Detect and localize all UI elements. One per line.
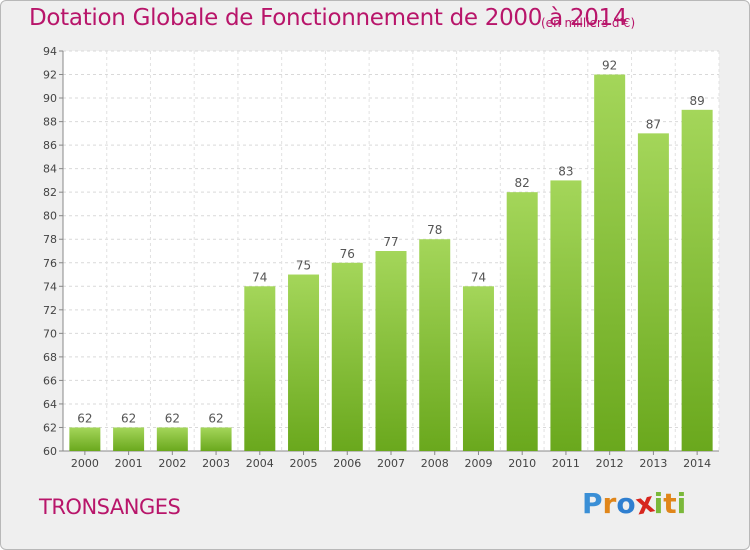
y-tick-label: 88: [43, 116, 57, 129]
data-labels: 62 62 62 62 74 75 76 77 78 74 82 83 92 87 89: [77, 59, 705, 426]
bar-2006: [331, 262, 363, 451]
logo-letter: i: [653, 487, 664, 520]
logo-letter: P: [582, 487, 603, 520]
bar-2014: [681, 109, 713, 451]
y-tick-label: 62: [43, 421, 57, 434]
logo-letter: i: [676, 487, 687, 520]
bars: [69, 74, 713, 452]
bar-2003: [200, 427, 232, 451]
bar-2007: [375, 251, 407, 451]
y-tick-label: 66: [43, 374, 57, 387]
data-label: 89: [689, 94, 704, 108]
x-tick-label: 2001: [115, 457, 143, 470]
x-tick-label: 2006: [333, 457, 361, 470]
data-label: 62: [77, 411, 92, 425]
bar-2004: [244, 286, 276, 451]
data-label: 76: [340, 247, 355, 261]
y-tick-label: 82: [43, 186, 57, 199]
bar-2012: [594, 74, 626, 451]
x-tick-label: 2005: [290, 457, 318, 470]
y-tick-label: 78: [43, 233, 57, 246]
bar-2013: [637, 133, 669, 451]
y-tick-label: 84: [43, 163, 57, 176]
x-tick-label: 2014: [683, 457, 711, 470]
data-label: 87: [646, 117, 661, 131]
y-tick-label: 74: [43, 280, 57, 293]
bar-2009: [462, 286, 494, 451]
logo-letter: t: [663, 487, 677, 520]
y-tick-label: 90: [43, 92, 57, 105]
data-label: 83: [558, 164, 573, 178]
y-tick-label: 92: [43, 69, 57, 82]
y-tick-label: 68: [43, 351, 57, 364]
x-tick-label: 2000: [71, 457, 99, 470]
x-tick-label: 2010: [508, 457, 536, 470]
logo-letter: o: [616, 487, 636, 520]
x-tick-label: 2013: [639, 457, 667, 470]
y-tick-label: 94: [43, 45, 57, 58]
y-tick-label: 76: [43, 257, 57, 270]
bar-2000: [69, 427, 101, 451]
data-label: 75: [296, 259, 311, 273]
data-label: 62: [165, 411, 180, 425]
data-label: 62: [208, 411, 223, 425]
y-tick-label: 72: [43, 304, 57, 317]
proxiti-logo: Proxiti: [582, 485, 687, 521]
bar-2010: [506, 192, 538, 452]
data-label: 62: [121, 411, 136, 425]
commune-name: TRONSANGES: [39, 495, 181, 519]
chart-title: Dotation Globale de Fonctionnement de 20…: [29, 5, 628, 31]
y-tick-label: 60: [43, 445, 57, 458]
y-tick-label: 70: [43, 327, 57, 340]
data-label: 78: [427, 223, 442, 237]
bar-2008: [419, 239, 451, 451]
x-tick-label: 2002: [158, 457, 186, 470]
x-tick-label: 2012: [596, 457, 624, 470]
y-tick-label: 80: [43, 210, 57, 223]
data-label: 92: [602, 59, 617, 73]
logo-letter: r: [602, 487, 617, 520]
y-tick-label: 64: [43, 398, 57, 411]
y-tick-label: 86: [43, 139, 57, 152]
x-tick-label: 2004: [246, 457, 274, 470]
x-tick-label: 2003: [202, 457, 230, 470]
bar-2001: [113, 427, 145, 451]
x-tick-label: 2008: [421, 457, 449, 470]
x-tick-label: 2011: [552, 457, 580, 470]
data-label: 74: [252, 270, 267, 284]
chart-subtitle: (en milliers d'€): [541, 16, 636, 30]
data-label: 82: [515, 176, 530, 190]
bar-2005: [288, 274, 320, 451]
axes: 60 62 64 66 68 70 72 74 76 78 80 82 84 86 88 90 92 94 2000…: [43, 45, 719, 470]
x-tick-label: 2009: [464, 457, 492, 470]
data-label: 74: [471, 270, 486, 284]
x-tick-label: 2007: [377, 457, 405, 470]
data-label: 77: [383, 235, 398, 249]
bar-2011: [550, 180, 582, 452]
bar-2002: [156, 427, 188, 451]
